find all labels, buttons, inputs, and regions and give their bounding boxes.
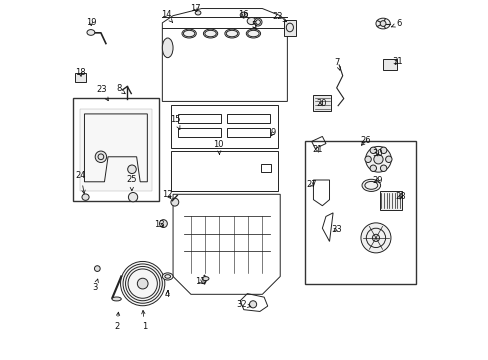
Text: 20: 20	[315, 99, 326, 108]
Ellipse shape	[246, 18, 256, 24]
Text: 27: 27	[305, 180, 316, 189]
Ellipse shape	[87, 30, 95, 35]
Bar	[226, 128, 269, 137]
Text: 30: 30	[371, 149, 382, 158]
Text: 14: 14	[161, 10, 172, 22]
Text: 2: 2	[114, 312, 120, 331]
Text: 4: 4	[165, 290, 170, 299]
Circle shape	[137, 278, 148, 289]
Bar	[313, 95, 331, 111]
Text: 28: 28	[395, 192, 406, 201]
Bar	[379, 192, 401, 210]
Ellipse shape	[224, 29, 239, 38]
Bar	[80, 109, 151, 191]
Ellipse shape	[361, 179, 380, 192]
Text: 9: 9	[270, 129, 275, 138]
Bar	[226, 114, 269, 123]
Bar	[283, 20, 296, 36]
Text: 33: 33	[330, 225, 341, 234]
Text: 16: 16	[238, 10, 248, 19]
Circle shape	[128, 193, 138, 202]
Circle shape	[369, 165, 376, 171]
Text: 29: 29	[372, 176, 382, 185]
Ellipse shape	[203, 29, 217, 38]
Ellipse shape	[246, 29, 260, 38]
Circle shape	[365, 147, 390, 172]
Ellipse shape	[195, 11, 201, 15]
Circle shape	[380, 147, 386, 153]
Ellipse shape	[182, 29, 196, 38]
Text: 24: 24	[76, 171, 86, 194]
Circle shape	[159, 220, 167, 228]
Text: 17: 17	[190, 4, 201, 13]
Ellipse shape	[127, 165, 136, 174]
Text: 8: 8	[116, 84, 125, 94]
Bar	[73, 98, 159, 202]
Circle shape	[94, 266, 100, 271]
Circle shape	[249, 301, 256, 308]
Bar	[260, 164, 270, 172]
Ellipse shape	[82, 194, 89, 201]
Circle shape	[364, 156, 370, 162]
Text: 3: 3	[92, 279, 98, 292]
Bar	[178, 128, 221, 137]
Text: 10: 10	[213, 140, 224, 154]
Text: 26: 26	[360, 136, 370, 145]
Circle shape	[369, 147, 376, 153]
Circle shape	[380, 165, 386, 171]
Text: 31: 31	[392, 57, 403, 66]
Bar	[382, 59, 397, 70]
Circle shape	[121, 261, 164, 306]
Ellipse shape	[112, 297, 121, 301]
Circle shape	[385, 156, 391, 162]
Text: 13: 13	[154, 220, 164, 229]
Text: 25: 25	[126, 175, 137, 191]
Bar	[75, 73, 85, 82]
Ellipse shape	[95, 151, 106, 162]
Text: 11: 11	[195, 277, 205, 286]
Circle shape	[372, 234, 379, 242]
Text: 23: 23	[96, 85, 108, 101]
Text: 6: 6	[390, 19, 402, 28]
Bar	[305, 141, 415, 284]
Text: 19: 19	[85, 18, 96, 27]
Text: 12: 12	[162, 190, 173, 199]
Text: 7: 7	[334, 58, 340, 70]
Text: 5: 5	[251, 21, 256, 30]
Text: 15: 15	[170, 115, 180, 129]
Circle shape	[373, 155, 382, 164]
Ellipse shape	[375, 18, 389, 29]
Circle shape	[380, 21, 385, 26]
Bar	[178, 114, 221, 123]
Text: 21: 21	[311, 145, 322, 154]
Ellipse shape	[162, 38, 173, 58]
Text: 22: 22	[271, 12, 286, 22]
Ellipse shape	[240, 12, 247, 18]
Circle shape	[171, 198, 179, 206]
Circle shape	[360, 223, 390, 253]
Text: 1: 1	[142, 310, 147, 331]
Text: 32: 32	[236, 300, 250, 309]
Text: 18: 18	[75, 68, 85, 77]
Ellipse shape	[254, 18, 262, 26]
Ellipse shape	[162, 273, 173, 280]
Ellipse shape	[202, 276, 208, 280]
